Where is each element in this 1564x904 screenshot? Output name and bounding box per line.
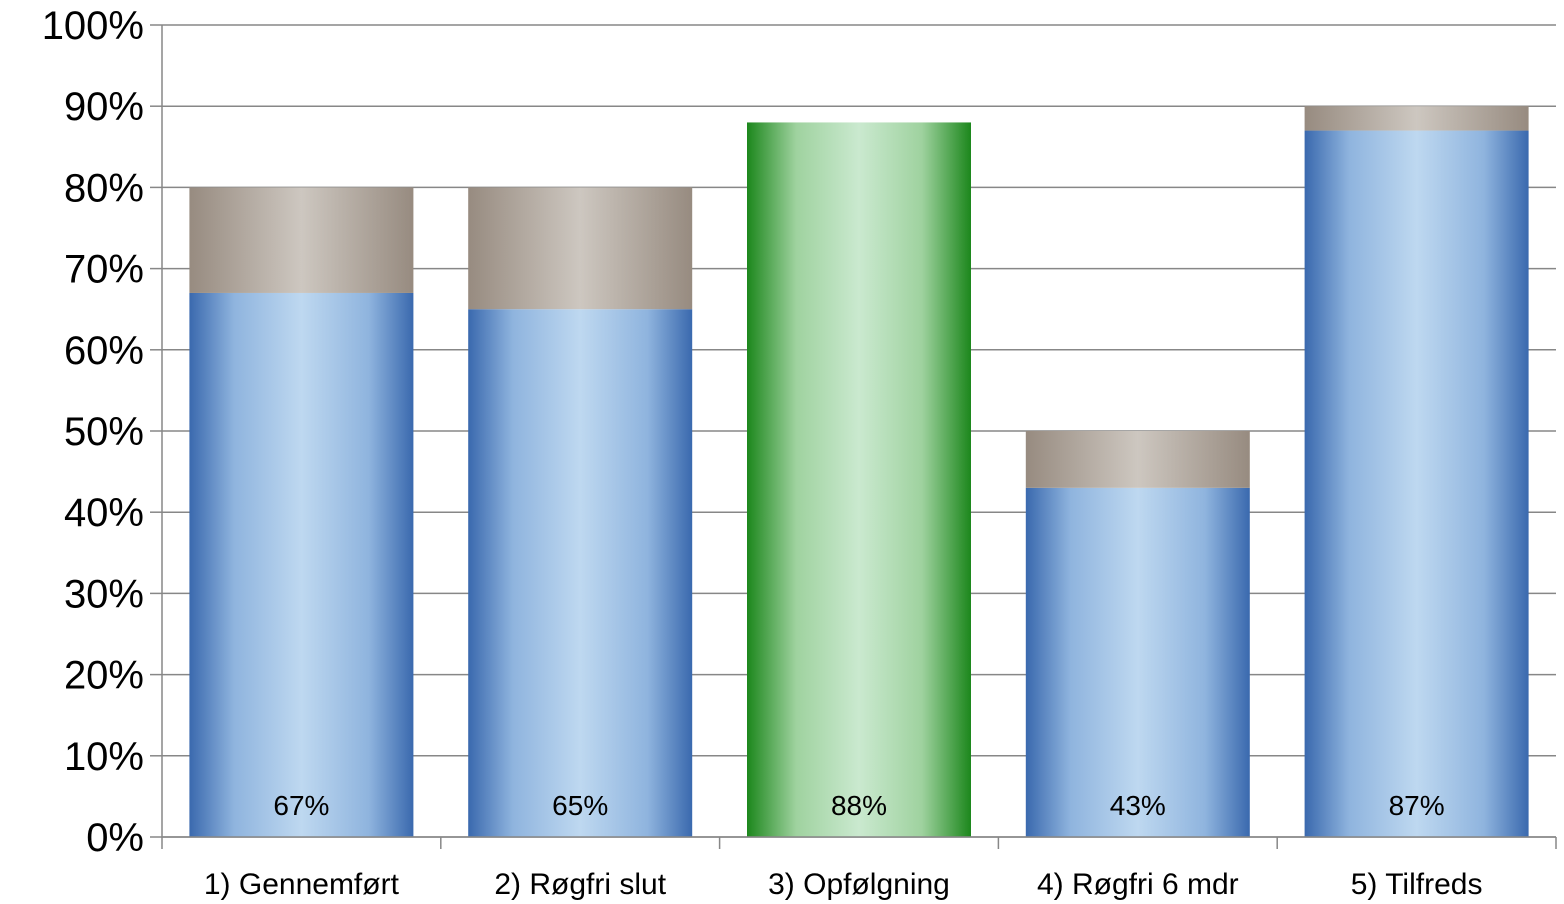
x-tick-label: 1) Gennemført — [204, 868, 400, 901]
bar-segment-base — [747, 122, 971, 837]
bar-segment-base — [468, 309, 693, 837]
bar-segment-base — [1304, 130, 1529, 837]
y-tick-label: 10% — [64, 735, 144, 779]
y-tick-label: 30% — [64, 572, 144, 616]
y-tick-label: 20% — [64, 654, 144, 698]
data-label: 67% — [273, 790, 329, 821]
bar-segment-base — [189, 292, 414, 838]
data-label: 43% — [1110, 790, 1166, 821]
bar-segment-base — [1025, 487, 1250, 837]
y-tick-label: 60% — [64, 329, 144, 373]
y-tick-label: 100% — [42, 4, 144, 48]
x-tick-label: 4) Røgfri 6 mdr — [1037, 868, 1239, 901]
data-label: 65% — [552, 790, 608, 821]
x-tick-label: 5) Tilfreds — [1351, 868, 1483, 901]
x-tick-label: 3) Opfølgning — [768, 868, 950, 901]
bar-segment-top — [468, 187, 693, 310]
y-tick-label: 80% — [64, 166, 144, 210]
y-tick-label: 40% — [64, 491, 144, 535]
y-tick-label: 90% — [64, 85, 144, 129]
y-tick-label: 0% — [86, 816, 144, 860]
bar-segment-top — [189, 187, 414, 293]
data-label: 88% — [831, 790, 887, 821]
bar-segment-top — [1025, 431, 1250, 488]
x-tick-label: 2) Røgfri slut — [494, 868, 666, 901]
y-tick-label: 70% — [64, 248, 144, 292]
y-tick-label: 50% — [64, 410, 144, 454]
bar-segment-top — [1304, 106, 1529, 131]
data-label: 87% — [1389, 790, 1445, 821]
